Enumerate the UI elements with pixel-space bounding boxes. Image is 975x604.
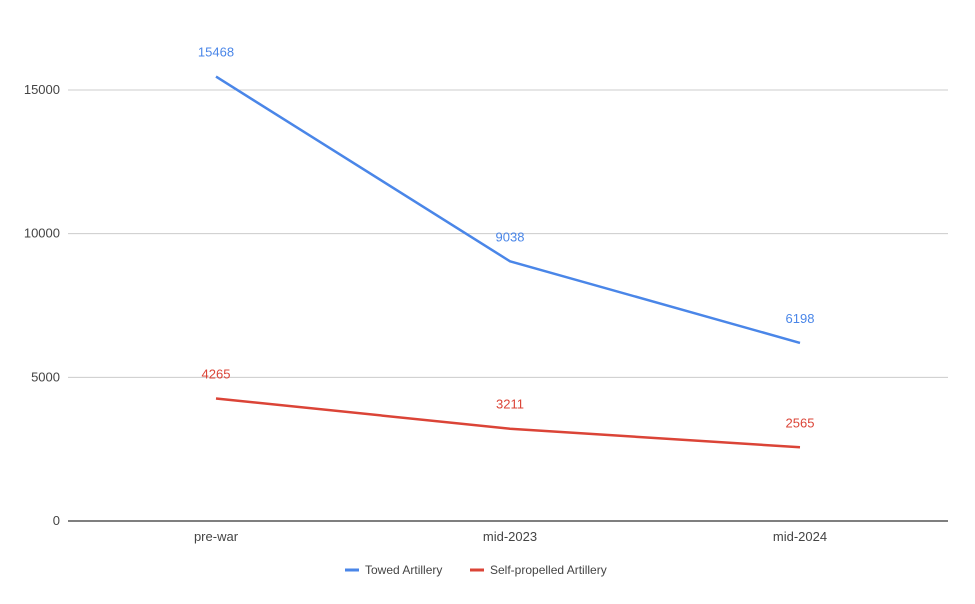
- y-tick-label: 0: [53, 513, 60, 528]
- data-label: 3211: [496, 397, 524, 412]
- y-tick-label: 10000: [24, 226, 60, 241]
- data-label: 15468: [198, 45, 234, 60]
- legend: Towed Artillery Self-propelled Artillery: [345, 563, 607, 577]
- series-line: [215, 397, 801, 449]
- x-axis: pre-war mid-2023 mid-2024: [68, 520, 948, 544]
- x-tick-label: mid-2024: [773, 529, 827, 544]
- data-label: 4265: [202, 366, 231, 381]
- legend-label: Towed Artillery: [365, 563, 442, 577]
- series-line: [215, 75, 801, 345]
- plot-area: 15468 9038 6198 4265 3211 2565: [198, 45, 815, 449]
- y-tick-label: 15000: [24, 82, 60, 97]
- y-axis: 0 5000 10000 15000: [24, 82, 60, 528]
- data-label: 6198: [786, 311, 815, 326]
- data-label: 2565: [786, 415, 815, 430]
- y-tick-label: 5000: [31, 369, 60, 384]
- grid-lines: [68, 89, 948, 378]
- x-tick-label: pre-war: [194, 529, 239, 544]
- legend-label: Self-propelled Artillery: [490, 563, 607, 577]
- x-tick-label: mid-2023: [483, 529, 537, 544]
- data-label: 9038: [496, 229, 525, 244]
